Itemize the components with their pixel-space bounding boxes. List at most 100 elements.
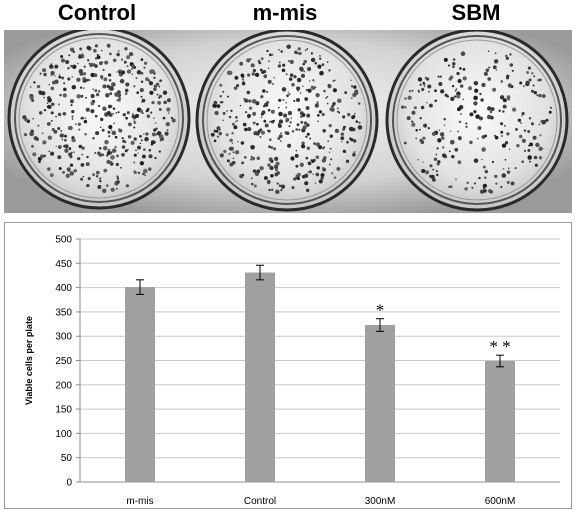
colony-dot (222, 90, 225, 93)
colony-dot (225, 133, 229, 137)
colony-dot (82, 72, 87, 76)
colony-dot (90, 101, 95, 106)
colony-dot (549, 106, 552, 109)
colony-dot (462, 68, 466, 71)
colony-dot (43, 154, 47, 158)
colony-dot (133, 85, 136, 88)
colony-dot (48, 150, 51, 153)
colony-dot (33, 136, 38, 141)
colony-dot (315, 142, 320, 147)
colony-dot (484, 134, 488, 138)
colony-dot (295, 97, 301, 103)
colony-dot (101, 61, 104, 64)
colony-dot (270, 146, 274, 150)
colony-dot (500, 122, 504, 126)
colony-dot (441, 136, 445, 140)
colony-dot (264, 123, 269, 128)
colony-plates-image (4, 30, 572, 213)
colony-dot (304, 97, 309, 101)
colony-dot (75, 123, 77, 125)
colony-dot (310, 85, 314, 89)
colony-dot (144, 174, 147, 177)
colony-dot (24, 133, 27, 137)
colony-dot (110, 187, 115, 192)
colony-dot (493, 59, 499, 64)
colony-dot (168, 112, 170, 114)
colony-dot (213, 139, 217, 143)
colony-dot (50, 119, 53, 122)
colony-dot (121, 58, 124, 61)
colony-dot (274, 156, 279, 161)
colony-dot (316, 101, 319, 104)
colony-dot (411, 110, 416, 115)
colony-dot (280, 188, 283, 192)
colony-dot (350, 85, 354, 88)
colony-dot (521, 115, 523, 117)
colony-dot (241, 78, 244, 81)
colony-dot (290, 117, 293, 119)
colony-dot (68, 125, 73, 131)
colony-dot (166, 129, 169, 131)
colony-dot (515, 128, 518, 131)
colony-dot (441, 146, 445, 149)
colony-dot (228, 147, 232, 150)
colony-dot (276, 182, 279, 185)
colony-dot (107, 73, 112, 77)
colony-dot (357, 125, 363, 130)
colony-dot (303, 59, 307, 64)
colony-dot (537, 78, 540, 82)
colony-dot (117, 54, 120, 57)
colony-dot (451, 84, 455, 88)
colony-dot (331, 104, 335, 108)
colony-dot (86, 155, 89, 159)
colony-dot (433, 157, 438, 161)
colony-dot (244, 156, 247, 159)
colony-dot (105, 93, 110, 98)
colony-dot (95, 175, 99, 178)
colony-dot (309, 137, 312, 140)
colony-dot (269, 165, 274, 171)
colony-dot (39, 72, 42, 75)
colony-dot (106, 111, 111, 116)
colony-dot (419, 83, 422, 86)
colony-dot (70, 64, 73, 68)
colony-dot (301, 141, 305, 145)
colony-dot (267, 67, 270, 70)
colony-dot (482, 165, 486, 169)
colony-dot (442, 153, 447, 158)
colony-dot (487, 77, 492, 81)
colony-dot (522, 85, 525, 88)
colony-dot (146, 114, 151, 118)
colony-dot (312, 79, 315, 82)
gridlines (80, 238, 560, 459)
colony-dot (443, 57, 448, 62)
colony-dot (259, 135, 262, 138)
colony-dot (157, 101, 161, 105)
colony-dot (69, 99, 75, 104)
colony-dot (325, 97, 328, 99)
colony-dot (158, 107, 162, 111)
colony-dot (293, 75, 297, 79)
y-axis-label: Viable cells per plate (24, 316, 34, 405)
colony-dot (351, 115, 355, 120)
colony-dot (29, 95, 34, 100)
colony-dot (32, 152, 37, 157)
colony-dot (100, 117, 104, 122)
colony-dot (340, 137, 344, 140)
colony-dot (350, 138, 354, 142)
colony-dot (116, 187, 118, 190)
colony-dot (548, 110, 552, 114)
colony-dot (247, 73, 251, 77)
colony-dot (262, 105, 266, 108)
colony-dot (450, 96, 455, 102)
colony-dot (112, 148, 117, 153)
colony-dot (108, 135, 111, 138)
colony-dot (318, 179, 323, 184)
colony-dot (136, 70, 142, 75)
colony-dot (102, 188, 107, 193)
y-tick-label: 150 (55, 405, 72, 416)
colony-dot (149, 69, 154, 74)
colony-dot (228, 152, 231, 155)
colony-dot (328, 69, 331, 72)
colony-dot (32, 117, 34, 120)
